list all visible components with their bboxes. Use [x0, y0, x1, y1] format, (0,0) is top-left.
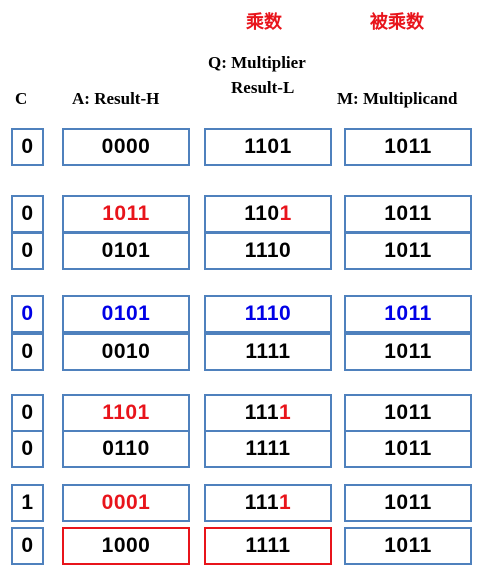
multiplicand-chinese-label: 被乘数 — [370, 12, 424, 33]
register-c-row-8: 1 — [11, 484, 44, 522]
register-a-row-3: 0101 — [62, 232, 190, 270]
register-c-value: 0 — [21, 340, 34, 363]
register-m-row-9: 1011 — [344, 527, 472, 565]
register-a-row-9: 1000 — [62, 527, 190, 565]
register-c-value: 0 — [21, 202, 34, 225]
register-c-row-9: 0 — [11, 527, 44, 565]
register-q-value: 1110 — [244, 239, 292, 262]
register-m-value: 1011 — [384, 401, 432, 424]
register-q-value: 1110 — [244, 302, 292, 325]
register-m-value: 1011 — [384, 437, 432, 460]
register-c-value: 0 — [21, 401, 34, 424]
register-m-value: 1011 — [384, 202, 432, 225]
register-c-value: 0 — [21, 302, 34, 325]
register-c-value: 0 — [21, 437, 34, 460]
register-q-value: 110 — [244, 202, 280, 225]
register-q-value: 111 — [244, 401, 280, 424]
register-m-value: 1011 — [384, 340, 432, 363]
register-m-row-3: 1011 — [344, 232, 472, 270]
register-q-value: 1101 — [244, 135, 292, 158]
register-a-row-1: 0000 — [62, 128, 190, 166]
register-m-row-7: 1011 — [344, 430, 472, 468]
register-a-row-2: 1011 — [62, 195, 190, 233]
register-m-value: 1011 — [384, 135, 432, 158]
register-q-row-4: 1110 — [204, 295, 332, 333]
register-m-value: 1011 — [384, 491, 432, 514]
register-m-value: 1011 — [384, 534, 432, 557]
register-c-row-4: 0 — [11, 295, 44, 333]
register-a-value: 0000 — [101, 135, 151, 158]
register-c-value: 0 — [21, 239, 34, 262]
register-q-row-2: 110 1 — [204, 195, 332, 233]
register-a-value: 0010 — [101, 340, 151, 363]
register-m-row-5: 1011 — [344, 333, 472, 371]
register-c-row-6: 0 — [11, 394, 44, 432]
register-q-row-7: 1111 — [204, 430, 332, 468]
multiplier-chinese-label: 乘数 — [246, 12, 282, 33]
register-q-row-6: 111 1 — [204, 394, 332, 432]
register-m-row-1: 1011 — [344, 128, 472, 166]
register-q-value: 1111 — [245, 340, 291, 363]
register-m-value: 1011 — [384, 239, 432, 262]
register-a-value: 0101 — [101, 302, 151, 325]
column-header-q-line1: Q: Multiplier — [208, 53, 306, 72]
column-header-q-line2: Result-L — [231, 78, 295, 97]
register-a-row-4: 0101 — [62, 295, 190, 333]
register-c-value: 0 — [21, 135, 34, 158]
register-a-value: 0110 — [102, 437, 150, 460]
register-m-row-8: 1011 — [344, 484, 472, 522]
register-q-value: 1111 — [245, 534, 291, 557]
register-m-row-4: 1011 — [344, 295, 472, 333]
register-a-value: 1011 — [102, 202, 150, 225]
register-q-value: 1111 — [245, 437, 291, 460]
register-q-lsb: 1 — [279, 202, 292, 225]
register-m-value: 1011 — [384, 302, 432, 325]
register-q-row-9: 1111 — [204, 527, 332, 565]
register-a-row-8: 0001 — [62, 484, 190, 522]
register-a-value: 0101 — [101, 239, 151, 262]
column-header-c: C — [15, 89, 28, 108]
register-c-value: 1 — [21, 491, 34, 514]
register-c-row-2: 0 — [11, 195, 44, 233]
register-a-value: 1000 — [101, 534, 151, 557]
register-m-row-2: 1011 — [344, 195, 472, 233]
register-q-lsb: 1 — [279, 491, 292, 514]
register-m-row-6: 1011 — [344, 394, 472, 432]
register-q-lsb: 1 — [279, 401, 292, 424]
column-header-a: A: Result-H — [72, 89, 160, 108]
register-a-row-5: 0010 — [62, 333, 190, 371]
register-a-value: 1101 — [102, 401, 150, 424]
register-c-row-3: 0 — [11, 232, 44, 270]
register-a-row-7: 0110 — [62, 430, 190, 468]
register-q-row-3: 1110 — [204, 232, 332, 270]
register-q-row-5: 1111 — [204, 333, 332, 371]
register-q-row-8: 111 1 — [204, 484, 332, 522]
register-c-row-1: 0 — [11, 128, 44, 166]
register-q-row-1: 1101 — [204, 128, 332, 166]
register-c-row-7: 0 — [11, 430, 44, 468]
register-c-row-5: 0 — [11, 333, 44, 371]
register-c-value: 0 — [21, 534, 34, 557]
register-a-row-6: 1101 — [62, 394, 190, 432]
column-header-m: M: Multiplicand — [337, 89, 458, 108]
register-a-value: 0001 — [101, 491, 151, 514]
register-q-value: 111 — [244, 491, 280, 514]
